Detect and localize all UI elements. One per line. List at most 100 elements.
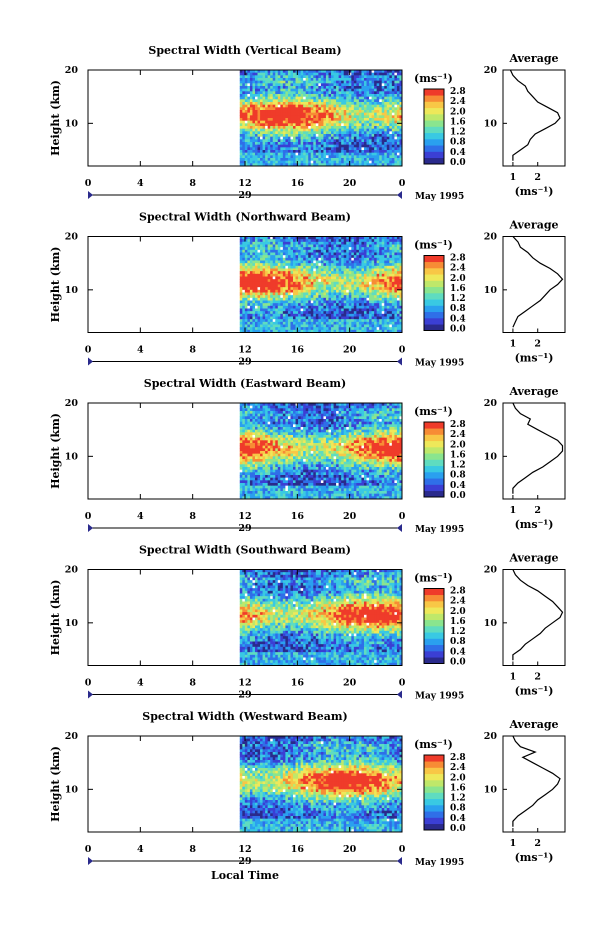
- heatmap-cell: [313, 144, 317, 148]
- heatmap-cell: [333, 88, 337, 92]
- heatmap-cell: [325, 273, 329, 277]
- heatmap-cell: [371, 102, 375, 106]
- heatmap-cell: [262, 411, 266, 415]
- heatmap-cell: [298, 150, 301, 154]
- heatmap-cell: [308, 252, 312, 256]
- colorbar-swatch: [424, 286, 444, 294]
- heatmap-cell: [394, 160, 398, 164]
- heatmap-cell: [282, 123, 286, 127]
- heatmap-cell: [257, 139, 261, 143]
- heatmap-cell: [358, 236, 362, 240]
- heatmap-cell: [396, 408, 400, 412]
- heatmap-cell: [336, 155, 340, 159]
- heatmap-cell: [242, 142, 246, 146]
- heatmap-cell: [348, 158, 352, 162]
- heatmap-cell: [313, 107, 317, 111]
- heatmap-cell: [361, 292, 365, 296]
- heatmap-cell: [343, 405, 347, 409]
- heatmap-cell: [313, 80, 317, 84]
- heatmap-cell: [295, 112, 299, 116]
- heatmap-cell: [381, 131, 385, 135]
- heatmap-cell: [358, 408, 362, 412]
- heatmap-cell: [320, 123, 324, 127]
- heatmap-cell: [295, 249, 299, 253]
- heatmap-cell: [366, 86, 370, 90]
- heatmap-cell: [391, 289, 395, 293]
- heatmap-cell: [252, 131, 256, 135]
- heatmap-cell: [358, 252, 362, 256]
- heatmap-cell: [313, 94, 317, 98]
- heatmap-cell: [389, 139, 393, 143]
- heatmap-cell: [303, 136, 307, 140]
- heatmap-cell: [389, 83, 393, 87]
- heatmap-cell: [313, 284, 317, 288]
- heatmap-cell: [323, 144, 327, 148]
- heatmap-cell: [361, 244, 365, 248]
- heatmap-cell: [374, 147, 378, 151]
- heatmap-cell: [270, 120, 274, 124]
- heatmap-cell: [374, 120, 378, 124]
- heatmap-cell: [361, 239, 365, 243]
- heatmap-cell: [270, 102, 274, 106]
- heatmap-cell: [358, 158, 362, 162]
- heatmap-cell: [318, 257, 322, 261]
- heatmap-cell: [361, 131, 365, 135]
- heatmap-cell: [315, 160, 319, 164]
- heatmap-cell: [389, 78, 393, 82]
- heatmap-cell: [290, 96, 294, 100]
- heatmap-cell: [280, 244, 284, 248]
- heatmap-cell: [247, 131, 251, 135]
- heatmap-cell: [361, 327, 365, 331]
- heatmap-cell: [287, 287, 291, 291]
- heatmap-cell: [290, 72, 294, 76]
- heatmap-cell: [366, 255, 370, 259]
- heatmap-cell: [333, 247, 337, 251]
- heatmap-cell: [303, 142, 307, 146]
- heatmap-cell: [341, 104, 345, 108]
- heatmap-cell: [277, 249, 281, 253]
- heatmap-cell: [341, 163, 345, 167]
- heatmap-cell: [356, 91, 360, 95]
- heatmap-cell: [239, 265, 243, 269]
- heatmap-cell: [252, 86, 256, 90]
- heatmap-cell: [396, 139, 400, 143]
- heatmap-cell: [356, 147, 360, 151]
- heatmap-cell: [369, 131, 372, 135]
- heatmap-cell: [341, 152, 345, 156]
- heatmap-cell: [369, 252, 372, 256]
- heatmap-cell: [399, 147, 403, 151]
- heatmap-cell: [280, 279, 284, 283]
- heatmap-cell: [399, 155, 403, 159]
- heatmap-cell: [257, 321, 261, 325]
- heatmap-cell: [293, 292, 296, 296]
- heatmap-cell: [282, 75, 286, 79]
- heatmap-cell: [267, 284, 271, 288]
- heatmap-cell: [270, 324, 274, 328]
- heatmap-cell: [310, 118, 314, 122]
- heatmap-cell: [272, 289, 276, 293]
- heatmap-cell: [277, 281, 281, 285]
- heatmap-cell: [371, 255, 375, 259]
- heatmap-cell: [247, 319, 251, 323]
- heatmap-cell: [315, 284, 319, 288]
- heatmap-cell: [244, 115, 248, 119]
- heatmap-cell: [389, 88, 393, 92]
- heatmap-cell: [290, 292, 294, 296]
- heatmap-cell: [242, 247, 246, 251]
- heatmap-cell: [346, 249, 350, 253]
- heatmap-cell: [325, 107, 329, 111]
- heatmap-cell: [361, 271, 365, 275]
- heatmap-cell: [267, 158, 271, 162]
- heatmap-cell: [315, 80, 319, 84]
- heatmap-cell: [323, 72, 327, 76]
- heatmap-cell: [280, 123, 284, 127]
- heatmap-cell: [333, 303, 337, 307]
- heatmap-cell: [277, 255, 281, 259]
- heatmap-cell: [239, 244, 243, 248]
- heatmap-cell: [363, 126, 367, 130]
- heatmap-cell: [257, 327, 261, 331]
- heatmap-cell: [338, 163, 342, 167]
- heatmap-cell: [348, 123, 352, 127]
- heatmap-cell: [338, 110, 342, 114]
- heatmap-cell: [247, 271, 251, 275]
